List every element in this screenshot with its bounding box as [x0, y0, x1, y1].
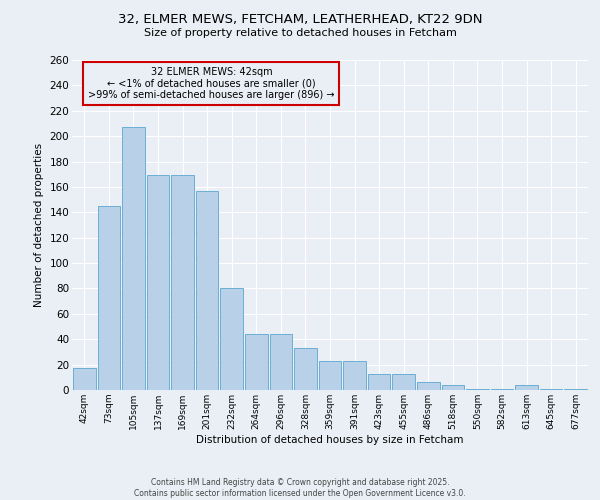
Bar [73, 368, 95, 390]
Bar [220, 288, 243, 390]
Bar [319, 361, 341, 390]
Bar [368, 374, 391, 390]
Text: 32, ELMER MEWS, FETCHAM, LEATHERHEAD, KT22 9DN: 32, ELMER MEWS, FETCHAM, LEATHERHEAD, KT… [118, 12, 482, 26]
Bar [515, 385, 538, 390]
Bar [269, 334, 292, 390]
Bar [245, 334, 268, 390]
Bar [417, 382, 440, 390]
Text: Size of property relative to detached houses in Fetcham: Size of property relative to detached ho… [143, 28, 457, 38]
Text: Contains HM Land Registry data © Crown copyright and database right 2025.
Contai: Contains HM Land Registry data © Crown c… [134, 478, 466, 498]
Bar [146, 176, 169, 390]
Bar [196, 190, 218, 390]
X-axis label: Distribution of detached houses by size in Fetcham: Distribution of detached houses by size … [196, 434, 464, 444]
Bar [294, 348, 317, 390]
Bar [565, 388, 587, 390]
Bar [392, 374, 415, 390]
Bar [122, 128, 145, 390]
Bar [98, 206, 120, 390]
Text: 32 ELMER MEWS: 42sqm
← <1% of detached houses are smaller (0)
>99% of semi-detac: 32 ELMER MEWS: 42sqm ← <1% of detached h… [88, 66, 335, 100]
Bar [343, 361, 366, 390]
Bar [491, 388, 514, 390]
Bar [442, 385, 464, 390]
Bar [540, 388, 562, 390]
Y-axis label: Number of detached properties: Number of detached properties [34, 143, 44, 307]
Bar [466, 388, 489, 390]
Bar [171, 176, 194, 390]
